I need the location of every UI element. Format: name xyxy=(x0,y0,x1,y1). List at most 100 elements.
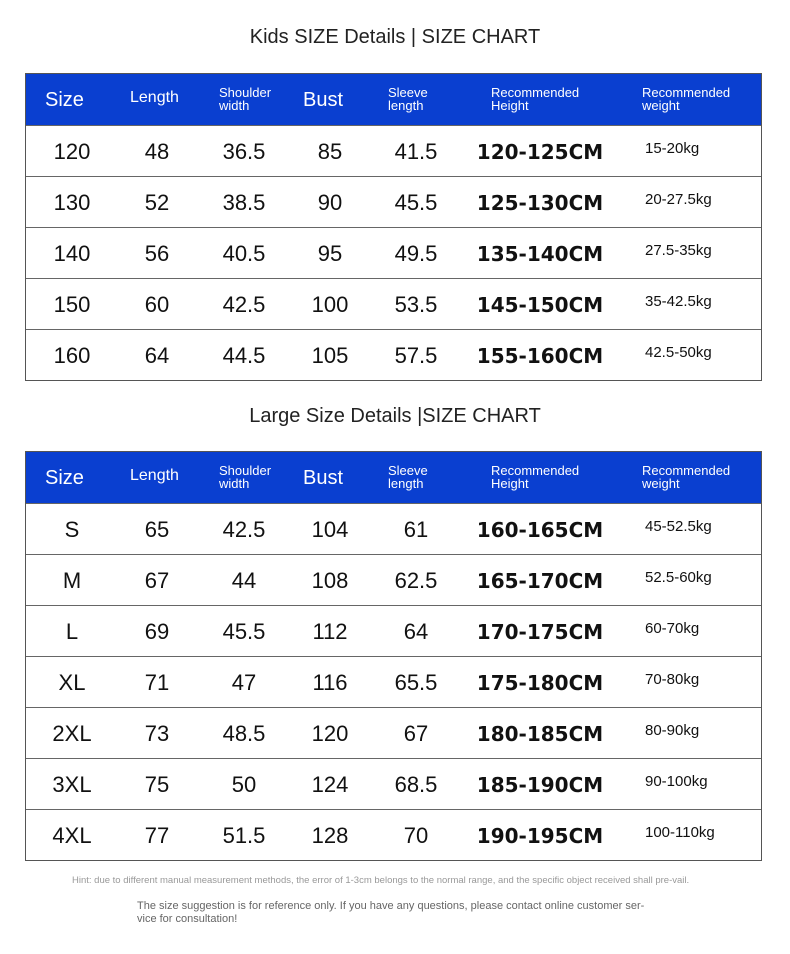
table-cell: 41.5 xyxy=(394,139,438,164)
table-cell: 4XL xyxy=(52,823,92,848)
column-header: Bust xyxy=(303,89,344,111)
note-text: The size suggestion is for reference onl… xyxy=(137,900,645,925)
table-cell: 42.5 xyxy=(222,292,266,317)
table-cell: 120 xyxy=(311,721,349,746)
table-cell: 48.5 xyxy=(222,721,266,746)
table-cell: 104 xyxy=(311,517,349,542)
table-cell: 2XL xyxy=(52,721,92,746)
table-cell: 112 xyxy=(312,619,348,644)
table-cell: 50 xyxy=(231,772,257,797)
table-cell: 49.5 xyxy=(394,241,438,266)
column-header: Recommended Height xyxy=(491,463,580,491)
table-cell: 120-125CM xyxy=(476,140,604,164)
hint-text: Hint: due to different manual measuremen… xyxy=(72,875,690,886)
column-header: Sleeve length xyxy=(388,463,428,491)
table-cell: 60 xyxy=(144,292,170,317)
table-cell: 67 xyxy=(144,568,170,593)
kids-title: Kids SIZE Details | SIZE CHART xyxy=(249,26,541,48)
table-cell: 52 xyxy=(144,190,170,215)
table-cell: 100-110kg xyxy=(645,824,715,841)
table-cell: 125-130CM xyxy=(476,191,604,215)
table-cell: 165-170CM xyxy=(476,569,604,593)
table-cell: 45-52.5kg xyxy=(645,518,712,535)
table-header: Size Length Shoulder width Bust Sleeve length R… xyxy=(26,452,761,503)
table-cell: 36.5 xyxy=(222,139,266,164)
table-row: 160 64 44.5 105 57.5 155-160CM 42.5-50kg xyxy=(26,329,761,380)
table-cell: 61 xyxy=(403,517,429,542)
table-cell: 70-80kg xyxy=(645,671,700,688)
table-row: 120 48 36.5 85 41.5 120-125CM 15-20kg xyxy=(26,125,761,176)
table-cell: 116 xyxy=(312,670,348,695)
column-header: Sleeve length xyxy=(388,85,428,113)
table-cell: 57.5 xyxy=(394,343,438,368)
table-cell: 27.5-35kg xyxy=(645,242,712,259)
table-cell: 48 xyxy=(144,139,170,164)
table-cell: 52.5-60kg xyxy=(645,569,712,586)
table-row: M 67 44 108 62.5 165-170CM 52.5-60kg xyxy=(26,554,761,605)
table-row: 140 56 40.5 95 49.5 135-140CM 27.5-35kg xyxy=(26,227,761,278)
table-cell: 170-175CM xyxy=(476,620,604,644)
table-cell: 128 xyxy=(311,823,349,848)
table-cell: 38.5 xyxy=(222,190,266,215)
table-cell: 180-185CM xyxy=(476,722,604,746)
table-cell: 3XL xyxy=(52,772,92,797)
table-cell: 56 xyxy=(144,241,170,266)
table-cell: XL xyxy=(58,670,86,695)
table-cell: 20-27.5kg xyxy=(645,191,712,208)
table-cell: 124 xyxy=(311,772,349,797)
large-title: Large Size Details |SIZE CHART xyxy=(249,405,541,427)
table-cell: 68.5 xyxy=(394,772,438,797)
column-header: Size xyxy=(45,89,84,111)
table-cell: 44.5 xyxy=(222,343,266,368)
table-cell: 105 xyxy=(311,343,349,368)
column-header: Recommended weight xyxy=(642,85,731,113)
table-cell: 145-150CM xyxy=(476,293,604,317)
table-cell: 90-100kg xyxy=(645,773,708,790)
table-cell: 44 xyxy=(231,568,257,593)
table-cell: 185-190CM xyxy=(476,773,604,797)
column-header: Length xyxy=(130,89,179,106)
table-cell: S xyxy=(64,517,80,542)
table-header: Size Length Shoulder width Bust Sleeve length R… xyxy=(26,74,761,125)
table-cell: 130 xyxy=(53,190,91,215)
table-cell: L xyxy=(65,619,79,644)
column-header: Recommended weight xyxy=(642,463,731,491)
table-cell: 42.5 xyxy=(222,517,266,542)
table-cell: 67 xyxy=(403,721,429,746)
table-cell: 135-140CM xyxy=(476,242,604,266)
table-cell: 95 xyxy=(317,241,343,266)
table-row: 4XL 77 51.5 128 70 190-195CM 100-110kg xyxy=(26,809,761,860)
table-cell: 65 xyxy=(144,517,170,542)
table-cell: 80-90kg xyxy=(645,722,700,739)
table-cell: M xyxy=(62,568,82,593)
table-cell: 150 xyxy=(53,292,91,317)
column-header: Size xyxy=(45,467,84,489)
table-cell: 70 xyxy=(403,823,429,848)
table-row: XL 71 47 116 65.5 175-180CM 70-80kg xyxy=(26,656,761,707)
column-header: Bust xyxy=(303,467,344,489)
table-cell: 155-160CM xyxy=(476,344,604,368)
column-header: Shoulder width xyxy=(219,85,272,113)
table-cell: 120 xyxy=(53,139,91,164)
table-cell: 190-195CM xyxy=(476,824,604,848)
column-header: Length xyxy=(130,467,179,484)
table-cell: 85 xyxy=(317,139,343,164)
table-cell: 45.5 xyxy=(222,619,266,644)
table-cell: 51.5 xyxy=(222,823,266,848)
table-cell: 53.5 xyxy=(394,292,438,317)
table-cell: 77 xyxy=(144,823,170,848)
large-size-table: Size Length Shoulder width Bust Sleeve length R… xyxy=(25,451,762,861)
table-cell: 64 xyxy=(144,343,170,368)
table-cell: 175-180CM xyxy=(476,671,604,695)
table-cell: 160-165CM xyxy=(476,518,604,542)
table-row: 130 52 38.5 90 45.5 125-130CM 20-27.5kg xyxy=(26,176,761,227)
table-row: 3XL 75 50 124 68.5 185-190CM 90-100kg xyxy=(26,758,761,809)
table-row: S 65 42.5 104 61 160-165CM 45-52.5kg xyxy=(26,503,761,554)
table-cell: 73 xyxy=(144,721,170,746)
table-cell: 40.5 xyxy=(222,241,266,266)
table-cell: 108 xyxy=(311,568,349,593)
table-cell: 160 xyxy=(53,343,91,368)
table-cell: 75 xyxy=(144,772,170,797)
table-cell: 45.5 xyxy=(394,190,438,215)
table-cell: 69 xyxy=(144,619,170,644)
